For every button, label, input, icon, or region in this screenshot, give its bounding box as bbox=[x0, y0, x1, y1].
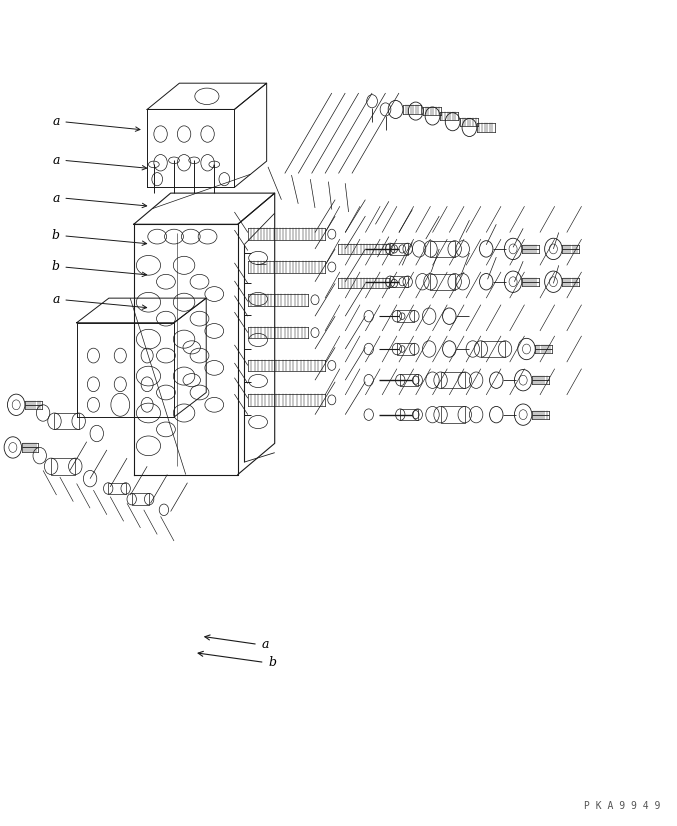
Bar bbox=[132, 493, 149, 505]
Bar bbox=[400, 374, 418, 386]
Text: a: a bbox=[261, 638, 269, 651]
Bar bbox=[108, 482, 126, 494]
Text: a: a bbox=[52, 293, 60, 306]
Bar bbox=[397, 344, 414, 354]
Text: b: b bbox=[268, 656, 276, 669]
Text: a: a bbox=[52, 116, 60, 128]
Bar bbox=[441, 406, 464, 423]
Bar bbox=[431, 273, 455, 290]
Bar bbox=[51, 458, 75, 474]
Bar bbox=[390, 276, 408, 287]
Bar bbox=[390, 243, 408, 254]
Bar bbox=[397, 311, 414, 322]
Bar bbox=[481, 341, 505, 357]
Bar bbox=[431, 240, 455, 257]
Bar bbox=[54, 413, 79, 430]
Text: P K A 9 9 4 9: P K A 9 9 4 9 bbox=[584, 801, 661, 811]
Text: a: a bbox=[52, 154, 60, 167]
Bar bbox=[441, 372, 464, 388]
Text: b: b bbox=[52, 230, 60, 242]
Text: a: a bbox=[52, 192, 60, 205]
Bar bbox=[400, 409, 418, 420]
Text: b: b bbox=[52, 260, 60, 273]
